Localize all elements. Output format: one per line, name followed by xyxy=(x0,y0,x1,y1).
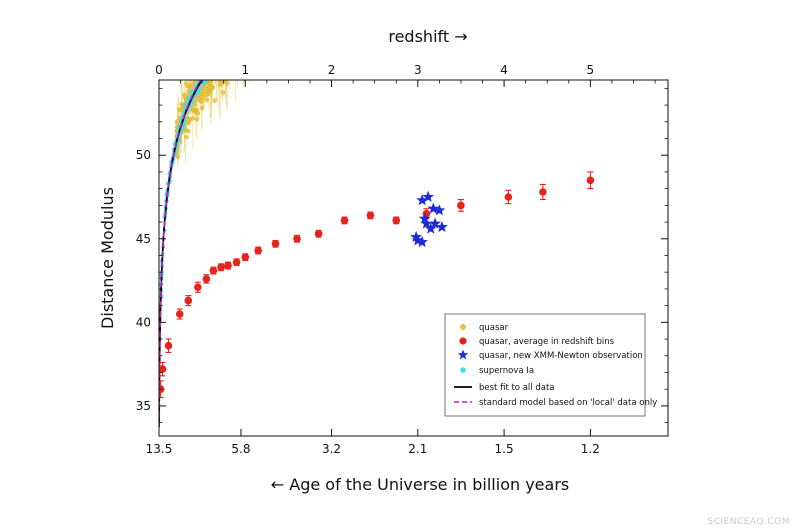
quasar-point xyxy=(208,80,214,85)
legend-supernova-marker xyxy=(460,367,466,373)
quasar-bin-point xyxy=(539,188,547,196)
legend-label-best-fit: best fit to all data xyxy=(479,383,555,393)
y-axis-title: Distance Modulus xyxy=(98,187,117,329)
quasar-bin-point xyxy=(175,310,184,318)
y-axis-tick-label: 35 xyxy=(136,399,151,413)
plot-frame xyxy=(158,79,669,437)
quasar-bin-point xyxy=(457,201,465,210)
legend-quasar-marker xyxy=(460,324,466,330)
quasar-bin-point xyxy=(194,283,202,292)
legend-label-xmm: quasar, new XMM-Newton observation xyxy=(479,351,643,361)
quasar-point xyxy=(194,117,200,122)
xmm-star-point xyxy=(422,190,435,202)
legend-label-quasar: quasar xyxy=(479,323,509,333)
xmm-star-point xyxy=(436,220,448,233)
top-axis-tick-label: 5 xyxy=(587,63,595,77)
quasar-bin-point xyxy=(586,176,595,185)
legend-box xyxy=(444,313,646,417)
quasar-bin-point xyxy=(293,235,301,243)
quasar-bin-point xyxy=(314,230,323,238)
quasar-bin-point xyxy=(254,246,262,255)
quasar-bin-point xyxy=(159,365,167,373)
bottom-axis-tick-label: 2.1 xyxy=(408,442,427,456)
supernova-point xyxy=(203,80,208,84)
quasar-point xyxy=(199,105,205,111)
quasar-bin-point xyxy=(164,341,173,350)
top-axis-tick-label: 2 xyxy=(328,63,336,77)
quasar-bin-point xyxy=(241,253,250,261)
legend-xmm-star-icon xyxy=(457,349,469,360)
xmm-star-point xyxy=(433,204,446,216)
bottom-axis-tick-label: 5.8 xyxy=(231,442,250,456)
legend-label-standard-model: standard model based on 'local' data onl… xyxy=(479,398,657,408)
quasar-bin-point xyxy=(366,211,375,220)
quasar-point xyxy=(220,90,226,95)
top-axis-tick-label: 3 xyxy=(414,63,422,77)
top-axis-tick-label: 1 xyxy=(241,63,249,77)
quasar-bin-point xyxy=(217,263,225,272)
quasar-bin-point xyxy=(340,216,349,225)
quasar-point xyxy=(204,83,210,89)
xmm-newton-layer xyxy=(410,190,448,248)
y-axis-tick-label: 50 xyxy=(136,148,151,162)
y-axis-tick-label: 40 xyxy=(136,315,151,329)
xmm-star-point xyxy=(420,217,433,229)
bottom-axis-tick-label: 1.5 xyxy=(495,442,514,456)
quasar-bin-point xyxy=(184,296,193,305)
quasar-point xyxy=(195,111,201,116)
quasar-bin-point xyxy=(232,258,241,267)
bottom-axis-tick-label: 1.2 xyxy=(581,442,600,456)
bottom-axis-tick-label: 3.2 xyxy=(322,442,341,456)
xmm-star-point xyxy=(418,212,431,224)
quasar-point xyxy=(185,83,190,89)
quasar-bin-point xyxy=(271,240,280,248)
top-axis-title: redshift → xyxy=(388,27,467,46)
quasar-bin-point xyxy=(224,261,232,270)
quasar-point xyxy=(212,98,217,103)
fit-curves-layer xyxy=(159,80,203,428)
quasar-bins-layer xyxy=(159,171,595,399)
top-axis-tick-label: 4 xyxy=(500,63,508,77)
bottom-axis-title: ← Age of the Universe in billion years xyxy=(271,475,569,494)
quasar-bin-point xyxy=(392,216,401,225)
legend-label-quasar-bins: quasar, average in redshift bins xyxy=(479,337,615,347)
y-axis-tick-label: 45 xyxy=(136,232,151,246)
legend: quasar quasar, average in redshift bins … xyxy=(444,313,657,417)
quasar-bin-point xyxy=(504,193,513,201)
quasar-bin-point xyxy=(202,275,211,283)
xmm-star-point xyxy=(416,235,428,248)
quasar-point xyxy=(203,92,209,98)
quasar-bin-point xyxy=(209,266,218,275)
bottom-axis-tick-label: 13.5 xyxy=(146,442,173,456)
watermark: SCIENCEAQ.COM xyxy=(707,517,790,527)
legend-quasar-bins-marker xyxy=(459,337,467,345)
top-axis-tick-label: 0 xyxy=(155,63,163,77)
xmm-star-point xyxy=(427,202,440,214)
legend-label-supernova: supernova Ia xyxy=(479,366,534,376)
xmm-star-point xyxy=(429,217,441,229)
xmm-star-point xyxy=(416,194,428,206)
xmm-star-point xyxy=(424,222,437,234)
xmm-star-point xyxy=(410,230,422,243)
